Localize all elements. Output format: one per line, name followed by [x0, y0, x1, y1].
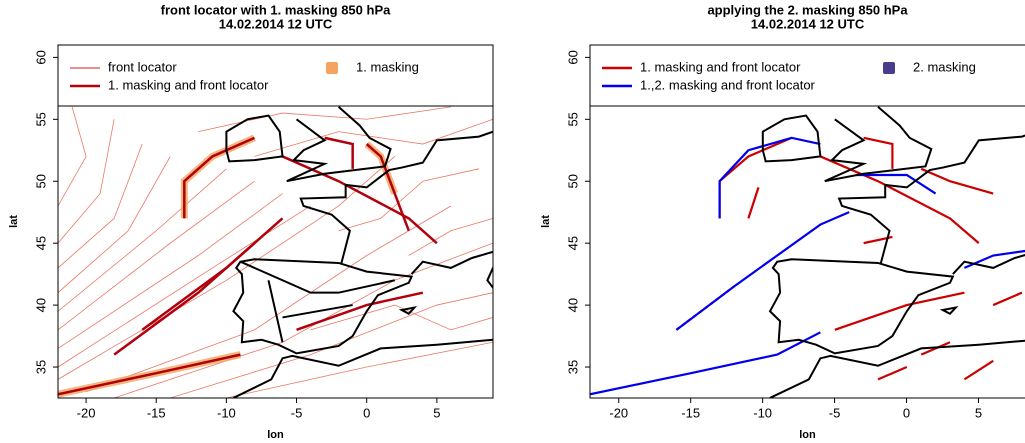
legend-label: 1. masking and front locator — [640, 59, 801, 74]
x-tick-label: -20 — [609, 405, 628, 420]
x-tick-label: -20 — [77, 405, 96, 420]
x-tick-label: -15 — [147, 405, 166, 420]
x-tick-label: 0 — [903, 405, 910, 420]
legend-swatch — [326, 62, 338, 74]
legend-label: 2. masking — [913, 59, 976, 74]
y-tick-label: 40 — [565, 298, 580, 312]
y-axis-label: lat — [8, 215, 20, 228]
x-tick-label: -10 — [753, 405, 772, 420]
y-tick-label: 60 — [33, 50, 48, 64]
x-tick-label: -5 — [829, 405, 841, 420]
y-tick-label: 60 — [565, 50, 580, 64]
legend-label: 1. masking — [356, 59, 419, 74]
legend-label: 1. masking and front locator — [108, 77, 269, 92]
legend-label: 1.,2. masking and front locator — [640, 77, 816, 92]
map-left — [58, 107, 500, 398]
y-tick-label: 50 — [565, 174, 580, 188]
legend-label: front locator — [108, 59, 177, 74]
y-tick-label: 45 — [565, 236, 580, 250]
chart-title: front locator with 1. masking 850 hPa — [161, 2, 391, 17]
x-tick-label: -15 — [681, 405, 700, 420]
plot-frame — [57, 44, 494, 399]
x-tick-label: -5 — [291, 405, 303, 420]
legend-swatch — [883, 62, 895, 74]
y-tick-label: 50 — [33, 174, 48, 188]
y-tick-label: 55 — [33, 112, 48, 126]
y-tick-label: 55 — [565, 112, 580, 126]
y-tick-label: 35 — [33, 360, 48, 374]
x-tick-label: -10 — [217, 405, 236, 420]
x-tick-label: 0 — [363, 405, 370, 420]
y-axis-label: lat — [540, 215, 552, 228]
chart-title: applying the 2. masking 850 hPa — [707, 2, 908, 17]
map-right — [590, 107, 1025, 398]
x-tick-label: 5 — [433, 405, 440, 420]
y-tick-label: 45 — [33, 236, 48, 250]
x-axis-label: lon — [267, 429, 284, 441]
plot-frame — [589, 44, 1025, 399]
chart-subtitle: 14.02.2014 12 UTC — [219, 16, 333, 31]
x-axis-label: lon — [799, 429, 816, 441]
chart-subtitle: 14.02.2014 12 UTC — [751, 16, 865, 31]
x-tick-label: 5 — [975, 405, 982, 420]
y-tick-label: 35 — [565, 360, 580, 374]
y-tick-label: 40 — [33, 298, 48, 312]
